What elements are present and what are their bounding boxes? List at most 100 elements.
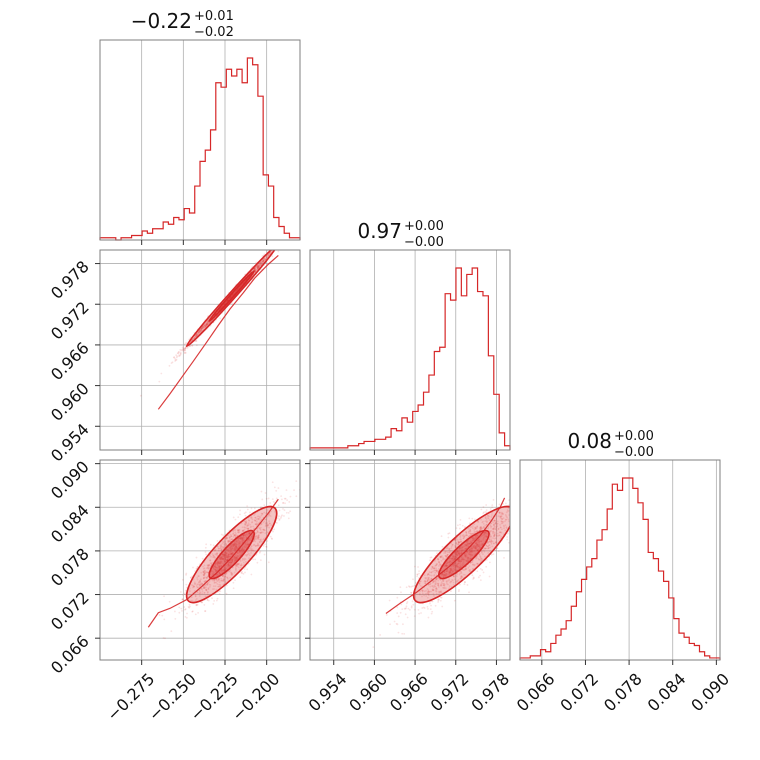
sample-point <box>183 343 186 346</box>
sample-point <box>256 267 259 270</box>
sample-point <box>231 559 234 562</box>
sample-point <box>213 599 216 602</box>
sample-point <box>396 606 399 609</box>
title-lower-error: −0.00 <box>614 445 654 460</box>
sample-point <box>237 563 240 566</box>
sample-point <box>230 561 233 564</box>
sample-point <box>485 544 488 547</box>
sample-point <box>436 582 439 585</box>
sample-point <box>454 555 457 558</box>
sample-point <box>277 240 279 242</box>
sample-point <box>203 570 206 572</box>
sample-point <box>218 585 220 588</box>
sample-point <box>202 571 205 573</box>
sample-point <box>247 544 250 546</box>
sample-point <box>468 591 470 594</box>
sample-point <box>237 287 240 290</box>
sample-point <box>466 551 469 553</box>
y-tick-label: 0.072 <box>47 588 93 634</box>
sample-point <box>450 565 453 568</box>
sample-point <box>485 536 488 538</box>
sample-point <box>241 537 244 540</box>
sample-point <box>191 344 193 347</box>
sample-point <box>445 565 448 567</box>
sample-point <box>271 538 274 540</box>
sample-point <box>244 542 247 545</box>
sample-point <box>237 543 240 546</box>
sample-point <box>224 553 226 556</box>
sample-point <box>205 323 208 325</box>
sample-point <box>470 549 473 552</box>
sample-point <box>485 517 487 520</box>
sample-point <box>476 534 478 537</box>
sample-point <box>220 579 223 582</box>
sample-point <box>259 531 262 534</box>
sample-point <box>262 260 264 263</box>
sample-point <box>458 558 461 561</box>
sample-point <box>200 571 203 574</box>
sample-point <box>255 532 258 535</box>
sample-point <box>493 537 496 540</box>
sample-point <box>474 547 477 550</box>
sample-point <box>229 569 232 571</box>
sample-point <box>189 345 192 347</box>
sample-point <box>257 537 259 540</box>
sample-point <box>221 556 223 559</box>
sample-point <box>410 591 412 594</box>
grid-lines <box>141 40 268 240</box>
sample-point <box>233 547 236 549</box>
sample-point <box>473 529 476 531</box>
sample-point <box>425 577 428 579</box>
sample-point <box>457 552 460 555</box>
sample-point <box>213 580 215 582</box>
sample-point <box>461 524 464 527</box>
grid-lines <box>100 460 300 660</box>
sample-point <box>399 611 402 614</box>
sample-point <box>247 528 250 531</box>
sample-point <box>437 590 440 593</box>
sample-point <box>201 601 203 604</box>
sample-point <box>231 544 234 547</box>
sample-point <box>246 553 249 556</box>
sample-point <box>222 554 225 557</box>
sample-point <box>278 509 281 512</box>
sample-point <box>256 561 259 564</box>
sample-point <box>451 559 453 561</box>
sample-point <box>285 489 288 492</box>
sample-point <box>265 256 268 259</box>
sample-point <box>230 548 233 551</box>
sample-point <box>197 581 200 583</box>
sample-point <box>420 589 423 592</box>
sample-point <box>214 553 217 555</box>
sample-point <box>227 539 230 542</box>
sample-point <box>266 255 269 258</box>
sample-point <box>178 355 180 358</box>
sample-point <box>465 554 467 557</box>
sample-point <box>256 544 259 547</box>
sample-point <box>465 545 468 547</box>
sample-point <box>218 583 221 586</box>
sample-point <box>206 590 209 593</box>
sample-point <box>225 567 228 569</box>
sample-point <box>470 540 473 543</box>
sample-point <box>170 630 173 633</box>
sample-point <box>205 325 207 327</box>
sample-point <box>498 534 501 537</box>
sample-point <box>209 543 212 546</box>
sample-point <box>488 544 490 547</box>
sample-point <box>286 499 289 502</box>
sample-point <box>420 612 422 614</box>
sample-point <box>520 496 522 498</box>
sample-point <box>455 553 458 556</box>
sample-point <box>500 515 503 517</box>
sample-point <box>427 573 430 575</box>
sample-point <box>184 347 187 350</box>
sample-point <box>435 578 438 581</box>
sample-point <box>234 535 237 537</box>
sample-point <box>495 526 498 529</box>
sample-point <box>242 534 245 537</box>
sample-point <box>231 551 234 554</box>
sample-point <box>460 560 463 563</box>
sample-point <box>226 537 228 540</box>
sample-point <box>202 576 205 579</box>
